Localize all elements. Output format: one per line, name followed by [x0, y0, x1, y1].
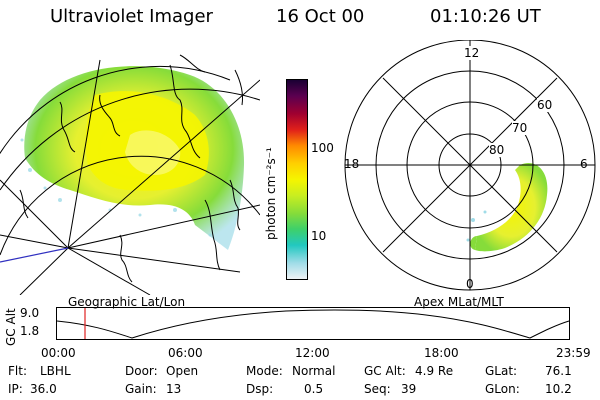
- app-title: Ultraviolet Imager: [50, 6, 213, 27]
- info-ip-key: IP:: [8, 382, 23, 396]
- info-seq-value: 39: [401, 382, 417, 396]
- info-gcalt-value: 4.9 Re: [415, 364, 454, 378]
- coastlines: [19, 54, 243, 283]
- timeline-ytick-low: 1.8: [20, 324, 40, 338]
- polar-panel-label: Apex MLat/MLT: [414, 295, 504, 309]
- info-seq-key: Seq:: [364, 382, 391, 396]
- info-door-value: Open: [166, 364, 199, 378]
- info-ip-value: 36.0: [30, 382, 57, 396]
- timeline-xtick-2359: 23:59: [556, 346, 591, 360]
- meridian-diag-2: [382, 77, 558, 253]
- geo-panel-label: Geographic Lat/Lon: [68, 295, 186, 309]
- timeline-xtick-1800: 18:00: [424, 346, 459, 360]
- info-flt-value: LBHL: [40, 364, 71, 378]
- info-gcalt-key: GC Alt:: [364, 364, 406, 378]
- time-label: 01:10:26 UT: [430, 6, 541, 27]
- lat-label-70: 70: [512, 121, 528, 135]
- colorbar-unit-label: photon cm⁻²s⁻¹: [264, 147, 278, 240]
- mlt-label-18: 18: [344, 157, 360, 171]
- lat-label-80: 80: [489, 143, 505, 157]
- mlt-label-12: 12: [464, 46, 480, 60]
- info-glon-key: GLon:: [485, 382, 520, 396]
- polar-plot: [344, 40, 596, 291]
- info-mode-key: Mode:: [246, 364, 283, 378]
- info-dsp-value: 0.5: [304, 382, 324, 396]
- info-mode-value: Normal: [292, 364, 336, 378]
- geographic-map: [0, 54, 260, 295]
- aurora-emission-polar: [475, 163, 548, 252]
- color-scale-bar: [286, 79, 308, 280]
- info-flt-key: Flt:: [8, 364, 27, 378]
- altitude-curve: [56, 309, 570, 339]
- altitude-timeline: [56, 307, 570, 340]
- colorbar-tick-100: 100: [311, 141, 334, 155]
- date-label: 16 Oct 00: [276, 6, 365, 27]
- timeline-frame: [56, 307, 570, 340]
- mlt-label-0: 0: [466, 277, 474, 291]
- colorbar-tick-10: 10: [311, 229, 327, 243]
- timeline-xtick-0000: 00:00: [41, 346, 76, 360]
- mlt-label-6: 6: [580, 157, 588, 171]
- colorbar-unit-text: photon cm⁻²s⁻¹: [264, 147, 278, 240]
- timeline-xtick-1200: 12:00: [295, 346, 330, 360]
- timeline-ylabel-text: GC Alt: [4, 308, 18, 346]
- lat-label-60: 60: [537, 98, 553, 112]
- info-gain-key: Gain:: [125, 382, 157, 396]
- graticule: [0, 59, 260, 295]
- timeline-xtick-0600: 06:00: [168, 346, 203, 360]
- info-door-key: Door:: [125, 364, 158, 378]
- terminator-line: [0, 247, 69, 263]
- timeline-ytick-high: 9.0: [20, 306, 40, 320]
- info-dsp-key: Dsp:: [246, 382, 274, 396]
- info-glat-value: 76.1: [545, 364, 572, 378]
- info-glat-key: GLat:: [485, 364, 518, 378]
- info-gain-value: 13: [166, 382, 182, 396]
- timeline-ylabel: GC Alt: [4, 308, 18, 346]
- info-glon-value: 10.2: [545, 382, 572, 396]
